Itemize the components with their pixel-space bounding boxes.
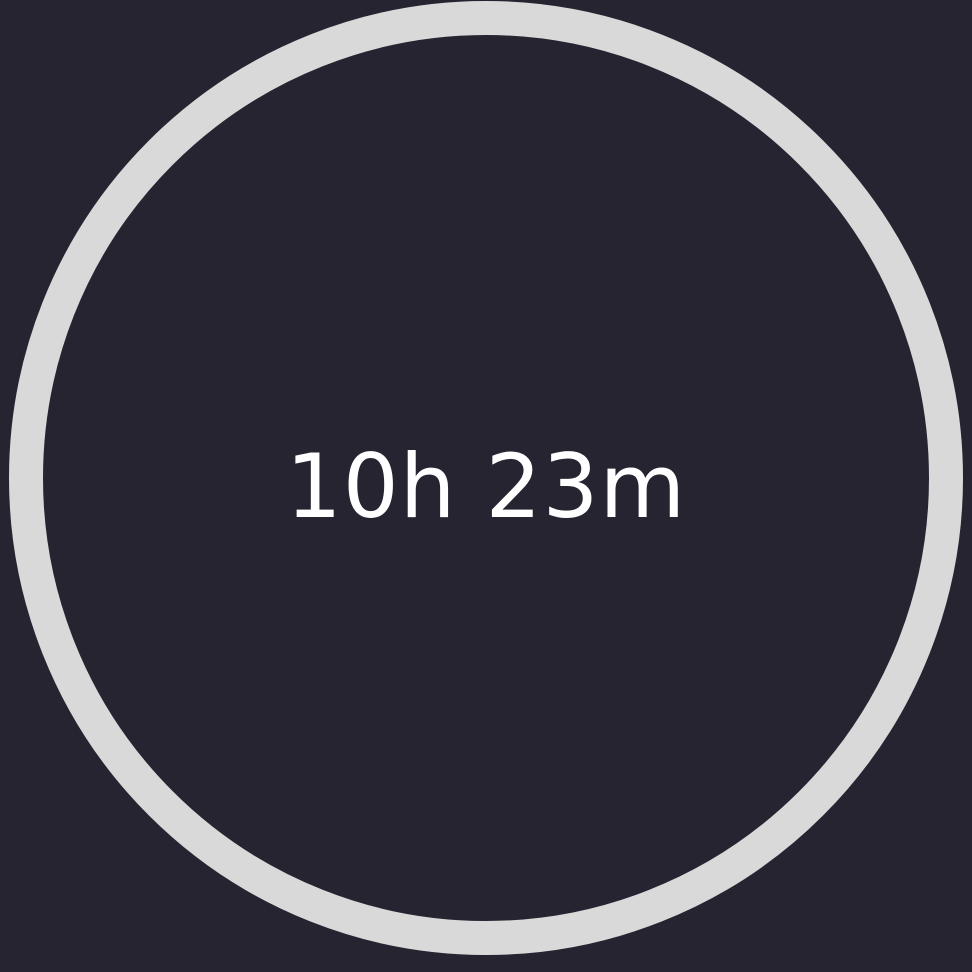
progress-ring-track [9, 1, 963, 955]
time-remaining-text: 10h 23m [285, 434, 687, 538]
